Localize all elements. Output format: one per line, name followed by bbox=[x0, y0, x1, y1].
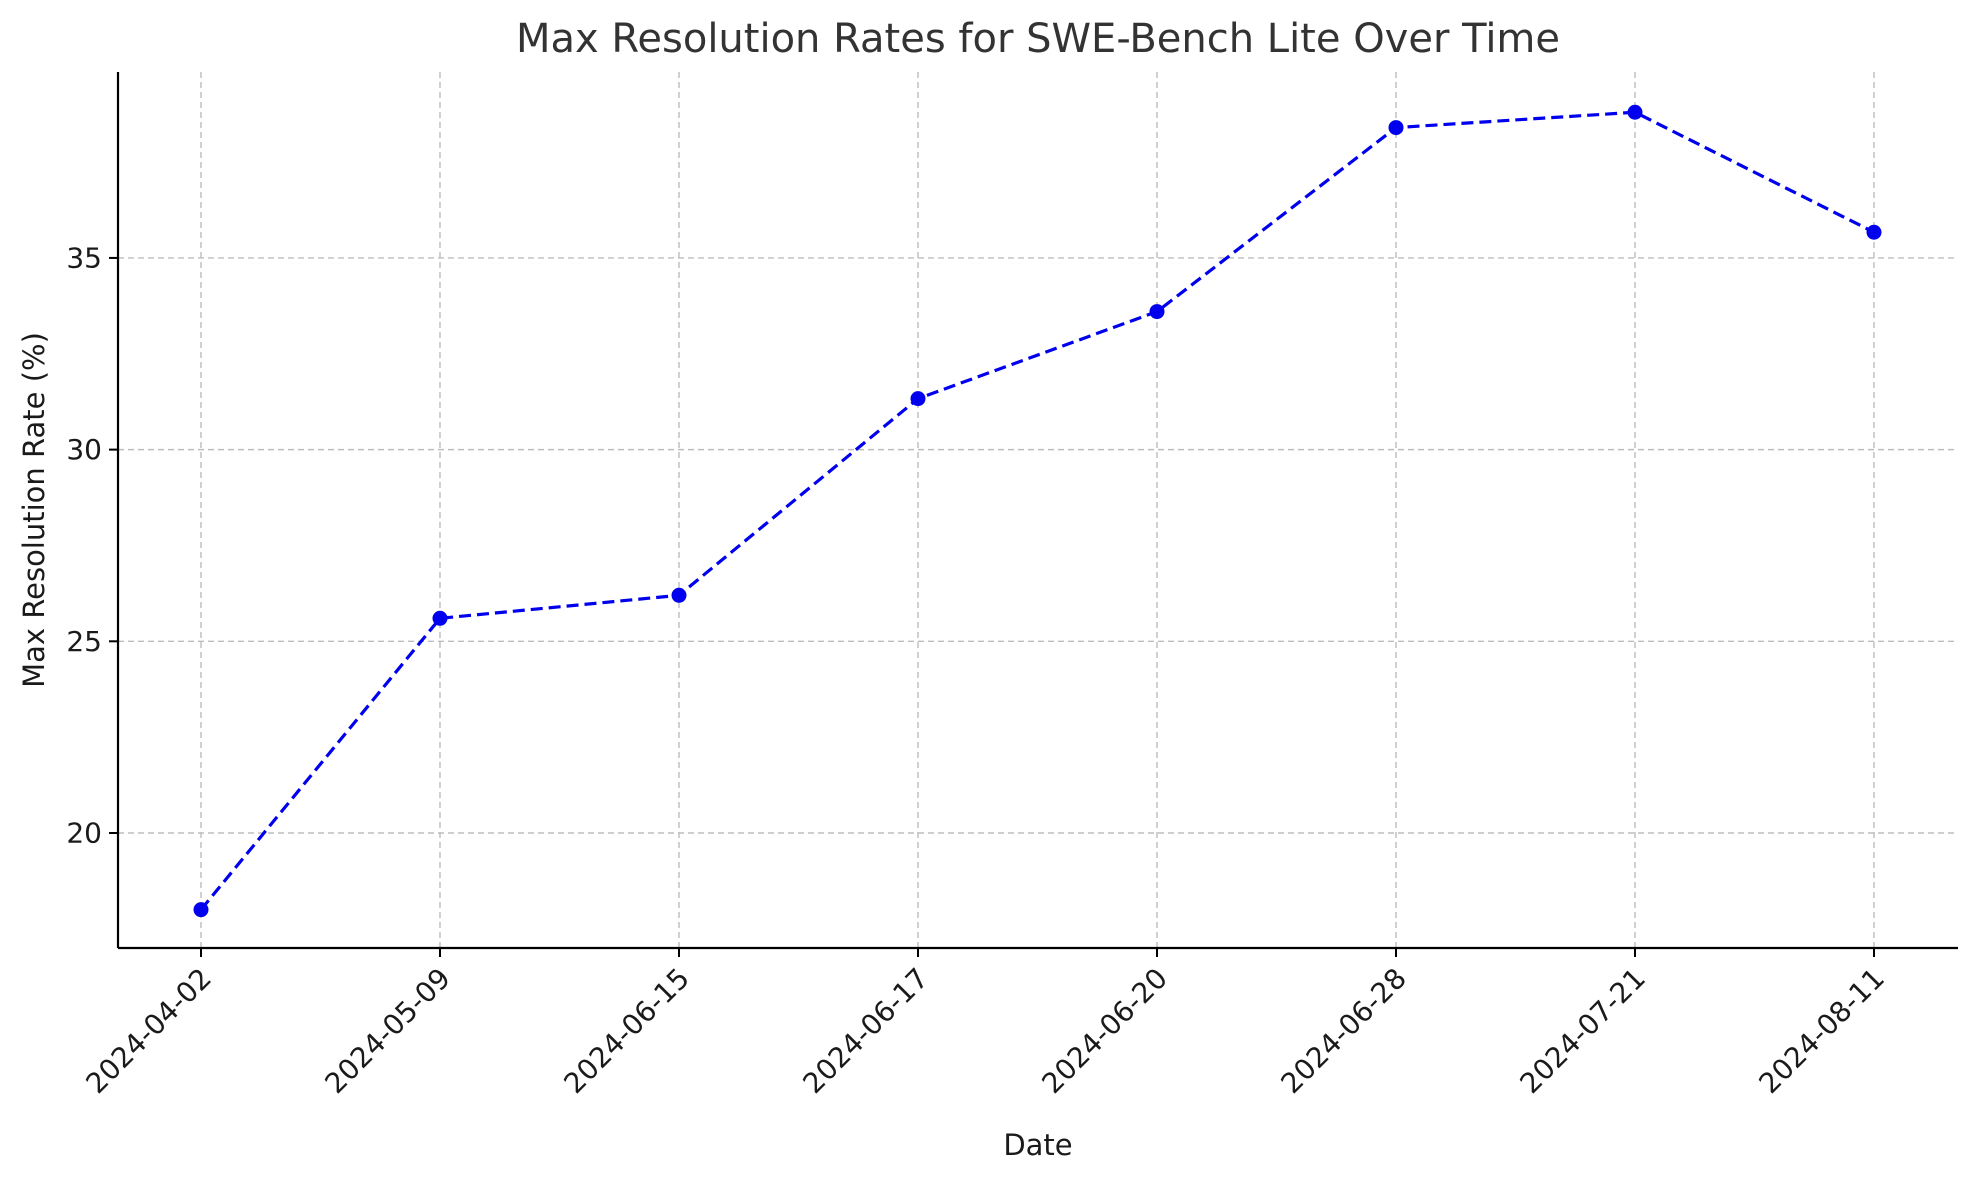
grid bbox=[118, 72, 1958, 948]
y-axis-label: Max Resolution Rate (%) bbox=[17, 332, 51, 688]
y-tick-label: 30 bbox=[66, 433, 102, 466]
y-tick-label: 20 bbox=[66, 816, 102, 849]
data-point bbox=[1866, 224, 1882, 240]
x-tick-label: 2024-06-17 bbox=[797, 962, 935, 1100]
data-point bbox=[1388, 120, 1404, 136]
y-tick-label: 25 bbox=[66, 625, 102, 658]
data-point bbox=[432, 610, 448, 626]
x-tick-label: 2024-08-11 bbox=[1753, 962, 1891, 1100]
data-point bbox=[1627, 104, 1643, 120]
x-tick-label: 2024-06-20 bbox=[1036, 962, 1174, 1100]
x-tick-label: 2024-06-28 bbox=[1275, 962, 1413, 1100]
data-point bbox=[193, 902, 209, 918]
data-point bbox=[1149, 304, 1165, 320]
data-point bbox=[910, 391, 926, 407]
axes bbox=[116, 72, 1958, 950]
series-line bbox=[199, 110, 1875, 911]
data-point bbox=[671, 587, 687, 603]
ticks: 2024-04-02 2024-05-09 2024-06-15 2024-06-17… bbox=[66, 241, 1891, 1100]
x-tick-label: 2024-04-02 bbox=[80, 962, 218, 1100]
x-tick-label: 2024-07-21 bbox=[1514, 962, 1652, 1100]
series bbox=[193, 104, 1882, 918]
chart-title: Max Resolution Rates for SWE-Bench Lite … bbox=[516, 16, 1560, 62]
y-tick-label: 35 bbox=[66, 241, 102, 274]
x-axis-label: Date bbox=[1003, 1128, 1072, 1162]
x-tick-label: 2024-06-15 bbox=[558, 962, 696, 1100]
x-tick-label: 2024-05-09 bbox=[319, 962, 457, 1100]
